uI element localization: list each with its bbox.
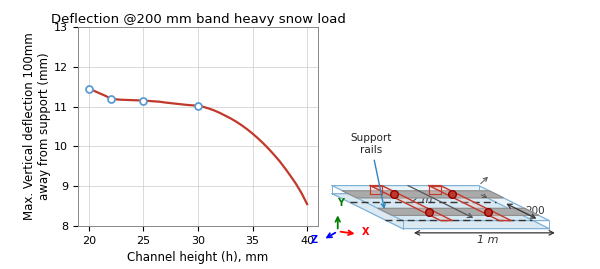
Text: Support
rails: Support rails	[350, 133, 392, 208]
Polygon shape	[370, 186, 452, 221]
Polygon shape	[429, 186, 440, 194]
X-axis label: Channel height (h), mm: Channel height (h), mm	[127, 251, 269, 264]
Text: X: X	[362, 227, 370, 237]
Polygon shape	[370, 186, 382, 194]
Text: 1 m: 1 m	[477, 235, 499, 245]
Text: 200: 200	[526, 206, 545, 216]
Polygon shape	[332, 194, 549, 229]
Polygon shape	[429, 186, 511, 221]
Title: Deflection @200 mm band heavy snow load: Deflection @200 mm band heavy snow load	[50, 13, 346, 26]
Text: Y: Y	[337, 198, 344, 208]
Polygon shape	[332, 186, 549, 221]
Text: 2 m: 2 m	[411, 195, 433, 205]
Y-axis label: Max. Vertical deflection 100mm
away from support (mm): Max. Vertical deflection 100mm away from…	[23, 33, 52, 220]
Polygon shape	[343, 191, 503, 198]
Polygon shape	[378, 208, 539, 215]
Text: Z: Z	[311, 235, 318, 245]
